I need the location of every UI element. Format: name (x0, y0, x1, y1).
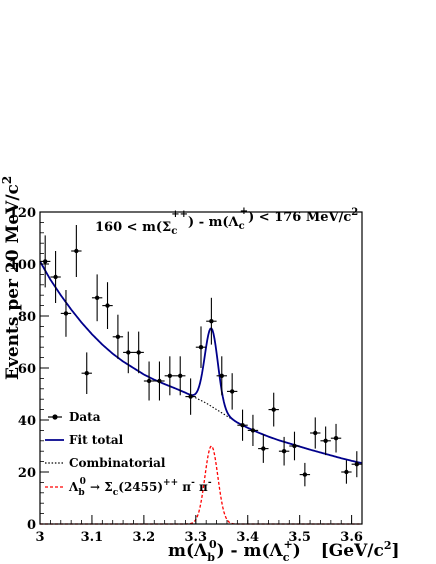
data-marker (344, 469, 349, 475)
legend-entry-fit: Fit total (45, 433, 124, 447)
data-point (164, 356, 176, 396)
data-marker (240, 423, 245, 428)
y-tick-label: 40 (18, 414, 36, 429)
selection-annotation: 160 < m(Σc++) - m(Λc+) < 176 MeV/c2 (95, 206, 358, 237)
data-marker (354, 462, 360, 467)
legend-label-data: Data (69, 410, 101, 424)
x-tick-label: 3.1 (81, 530, 104, 545)
axes: 3 3.1 3.2 3.3 3.4 3.5 3.6 0 20 40 60 80 100 120 (9, 206, 363, 545)
data-marker (105, 303, 110, 308)
y-tick-label: 0 (27, 518, 36, 533)
data-point (185, 378, 196, 415)
data-marker (63, 311, 69, 316)
x-tick-label: 3.3 (184, 530, 207, 545)
fit-total-curve (39, 260, 363, 465)
data-point (154, 361, 165, 401)
data-point (299, 462, 311, 487)
data-point (143, 361, 155, 401)
data-point (226, 373, 238, 410)
data-point (123, 331, 134, 374)
data-marker (333, 436, 339, 441)
data-marker (219, 373, 224, 378)
legend: Data Fit total Combinatorial Λb0 → Σc(24… (45, 410, 212, 498)
data-marker (292, 443, 297, 449)
data-marker (53, 274, 58, 280)
y-tick-label: 60 (18, 362, 36, 377)
data-points (40, 225, 362, 487)
data-marker (74, 248, 79, 254)
legend-entry-signal: Λb0 → Σc(2455)++ π- π- (45, 477, 212, 498)
legend-label-combinatorial: Combinatorial (69, 456, 166, 470)
data-point (206, 297, 217, 345)
data-marker (323, 438, 328, 443)
data-point (102, 282, 113, 329)
x-tick-label: 3.4 (236, 530, 259, 545)
data-point (278, 436, 290, 466)
data-marker (198, 345, 204, 350)
data-point (71, 225, 82, 277)
data-point (330, 423, 342, 453)
data-marker (157, 378, 162, 384)
data-marker (188, 394, 193, 399)
legend-label-signal: Λb0 → Σc(2455)++ π- π- (68, 477, 212, 498)
data-point (216, 356, 227, 396)
data-marker (209, 319, 214, 324)
y-tick-label: 80 (18, 310, 36, 325)
x-tick-label: 3.2 (133, 530, 156, 545)
data-marker (167, 373, 173, 378)
data-marker (313, 430, 318, 436)
data-point (40, 235, 51, 288)
data-marker (42, 259, 48, 264)
y-tick-label: 20 (18, 466, 36, 481)
data-point (320, 426, 331, 456)
data-point (310, 417, 321, 449)
x-tick-label: 3.6 (340, 530, 363, 545)
data-marker (250, 428, 256, 433)
data-point (237, 409, 248, 441)
data-point (341, 460, 352, 484)
data-point (351, 451, 362, 478)
data-marker (178, 373, 183, 378)
x-axis-title: m(Λb0) - m(Λc+) [GeV/c2] (168, 538, 400, 564)
data-point (247, 414, 259, 446)
data-marker (115, 334, 121, 339)
data-point (91, 274, 103, 322)
data-point (50, 251, 61, 303)
data-point (60, 290, 72, 337)
data-marker (271, 407, 276, 412)
x-tick-label: 3.5 (288, 530, 311, 545)
data-marker (84, 371, 89, 376)
data-marker (126, 350, 131, 355)
data-point (268, 392, 279, 427)
data-point (112, 314, 124, 359)
data-marker (146, 378, 152, 384)
data-point (258, 434, 269, 463)
data-marker (94, 295, 100, 300)
data-marker (302, 472, 308, 477)
y-tick-label: 120 (9, 206, 36, 221)
x-tick-label: 3 (35, 530, 44, 545)
data-marker (136, 350, 141, 355)
y-tick-label: 100 (9, 258, 36, 273)
data-point (133, 331, 144, 374)
data-marker (261, 446, 266, 451)
legend-entry-data: Data (48, 410, 101, 424)
data-point (195, 326, 207, 368)
data-marker (229, 389, 235, 394)
legend-entry-combinatorial: Combinatorial (45, 456, 166, 470)
data-point (289, 431, 300, 461)
data-marker (281, 449, 287, 454)
legend-label-fit: Fit total (69, 433, 124, 447)
data-point (81, 352, 92, 394)
data-point (175, 356, 186, 396)
y-axis-title: Events per 20 MeV/c2 (0, 176, 23, 380)
